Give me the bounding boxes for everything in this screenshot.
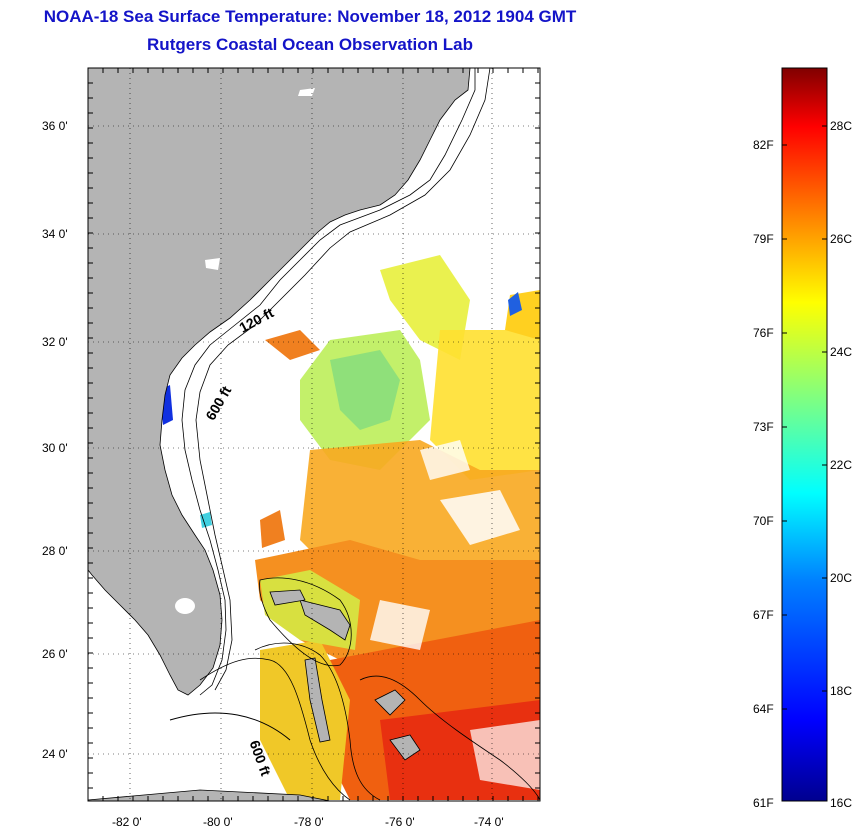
lon-tick-label: -82 0' [112, 815, 142, 829]
lon-tick-label: -76 0' [385, 815, 415, 829]
lake [205, 258, 220, 270]
lon-tick-label: -74 0' [474, 815, 504, 829]
florida-keys [169, 712, 291, 741]
lat-tick-label: 26 0' [42, 647, 68, 661]
colorbar-c-label: 16C [830, 796, 853, 810]
colorbar-c-label: 20C [830, 571, 853, 585]
colorbar-f-label: 67F [753, 608, 774, 622]
map-subtitle: Rutgers Coastal Ocean Observation Lab [147, 35, 473, 54]
lat-tick-label: 32 0' [42, 335, 68, 349]
colorbar-f-label: 61F [753, 796, 774, 810]
colorbar-f-label: 64F [753, 702, 774, 716]
lat-tick-label: 34 0' [42, 227, 68, 241]
colorbar [781, 67, 828, 802]
colorbar-c-label: 28C [830, 119, 853, 133]
colorbar-f-label: 73F [753, 420, 774, 434]
grid-lines [88, 68, 540, 801]
frame-ticks [87, 67, 540, 801]
lon-tick-label: -80 0' [203, 815, 233, 829]
land-mass [88, 68, 471, 696]
colorbar-c-label: 18C [830, 684, 853, 698]
map-frame [87, 67, 541, 802]
colorbar-f-label: 70F [753, 514, 774, 528]
lat-tick-label: 30 0' [42, 441, 68, 455]
lat-tick-label: 28 0' [42, 544, 68, 558]
bathymetry-contours [181, 68, 540, 801]
map-title: NOAA-18 Sea Surface Temperature: Novembe… [43, 7, 577, 26]
lake-okeechobee [175, 598, 195, 614]
colorbar-c-label: 22C [830, 458, 853, 472]
lat-tick-label: 24 0' [42, 747, 68, 761]
bahamas-islands [269, 589, 421, 761]
sst-data-layer [160, 255, 540, 800]
colorbar-c-label: 24C [830, 345, 853, 359]
colorbar-f-label: 76F [753, 326, 774, 340]
sound [298, 88, 315, 96]
colorbar-ticks [782, 125, 827, 710]
colorbar-c-label: 26C [830, 232, 853, 246]
lon-tick-label: -78 0' [294, 815, 324, 829]
colorbar-f-label: 82F [753, 138, 774, 152]
colorbar-f-label: 79F [753, 232, 774, 246]
lat-tick-label: 36 0' [42, 119, 68, 133]
